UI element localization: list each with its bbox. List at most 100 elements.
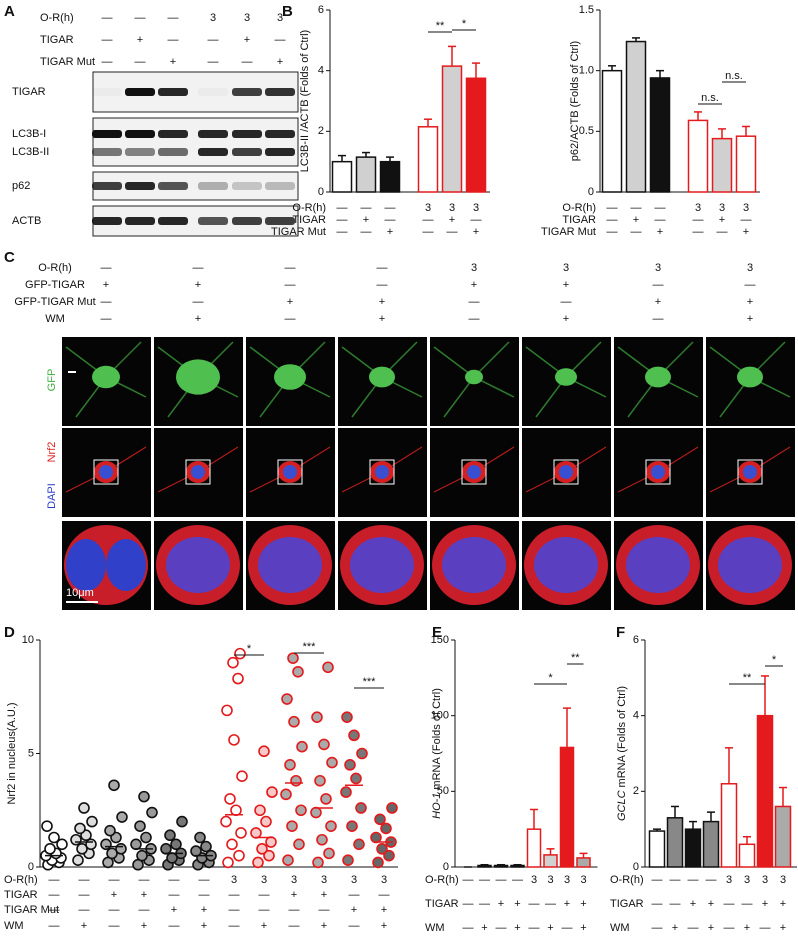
data-point: [318, 738, 330, 751]
nucleus: [651, 465, 665, 479]
condition-cell: +: [111, 889, 117, 901]
bar: [355, 156, 377, 193]
data-point: [340, 786, 352, 798]
condition-cell: +: [514, 922, 520, 934]
condition-cell: +: [743, 226, 749, 238]
data-point: [56, 838, 68, 851]
blot-band: [198, 182, 228, 190]
condition-cell: 3: [471, 262, 477, 274]
condition-cell: —: [208, 56, 219, 68]
nucleus-zoom: [258, 537, 322, 593]
condition-cell: —: [199, 889, 210, 901]
condition-cell: 3: [291, 874, 297, 886]
condition-cell: —: [229, 889, 240, 901]
condition-cell: —: [724, 922, 735, 934]
condition-cell: +: [690, 898, 696, 910]
y-axis-label: Nrf2 in nucleus(A.U.): [6, 702, 18, 804]
condition-cell: —: [337, 214, 348, 226]
blot-band: [125, 130, 155, 138]
condition-cell: —: [79, 874, 90, 886]
condition-cell: —: [168, 34, 179, 46]
bar: [331, 160, 353, 193]
panel-letter: B: [282, 3, 293, 20]
bar: [543, 854, 558, 868]
blot-frame: [92, 117, 299, 167]
data-point: [372, 856, 384, 869]
y-tick-label: 4: [318, 65, 324, 77]
bar: [625, 40, 647, 193]
condition-cell: —: [337, 202, 348, 214]
condition-label: TIGAR Mut: [541, 226, 596, 238]
blot-band: [265, 217, 295, 225]
blot-band: [158, 88, 188, 96]
condition-cell: +: [321, 889, 327, 901]
condition-cell: —: [79, 889, 90, 901]
zoom-box: [93, 459, 119, 485]
condition-cell: +: [291, 889, 297, 901]
bar: [417, 126, 439, 193]
condition-cell: —: [631, 202, 642, 214]
condition-label: O-R(h): [610, 874, 644, 886]
bar: [601, 69, 623, 193]
condition-cell: —: [109, 874, 120, 886]
condition-cell: —: [285, 279, 296, 291]
y-axis-label: HO-1 mRNA (Folds of Ctrl): [431, 688, 443, 819]
y-axis-label: GCLC mRNA (Folds of Ctrl): [616, 686, 628, 821]
y-tick-label: 0: [633, 861, 639, 873]
data-point: [222, 856, 234, 869]
condition-cell: 3: [351, 874, 357, 886]
condition-cell: +: [747, 296, 753, 308]
condition-cell: 3: [719, 202, 725, 214]
condition-cell: —: [289, 904, 300, 916]
condition-cell: +: [672, 922, 678, 934]
condition-cell: 3: [564, 874, 570, 886]
y-tick-label: 2: [318, 125, 324, 137]
condition-cell: +: [657, 226, 663, 238]
data-point: [292, 665, 304, 678]
y-tick-label: 5: [28, 747, 34, 759]
condition-cell: +: [381, 904, 387, 916]
condition-cell: +: [363, 214, 369, 226]
condition-label: TIGAR Mut: [271, 226, 326, 238]
gfp-cell: [737, 366, 763, 388]
y-tick-label: 0: [588, 186, 594, 198]
condition-label: TIGAR Mut: [40, 56, 95, 68]
condition-cell: 3: [747, 262, 753, 274]
condition-cell: +: [473, 226, 479, 238]
data-point: [281, 693, 293, 705]
neurite: [443, 376, 475, 418]
y-axis-label-gene: HO-1: [431, 793, 443, 819]
condition-cell: +: [244, 34, 250, 46]
blot-band: [92, 130, 122, 138]
data-point: [130, 838, 142, 851]
data-point: [146, 806, 158, 819]
significance-label: **: [743, 672, 752, 684]
data-point: [316, 833, 328, 846]
condition-cell: —: [361, 202, 372, 214]
blot-band: [158, 217, 188, 225]
condition-cell: —: [631, 226, 642, 238]
condition-cell: —: [102, 56, 113, 68]
condition-cell: 3: [743, 202, 749, 214]
data-point: [280, 788, 292, 801]
condition-label: O-R(h): [40, 12, 74, 24]
gfp-cell: [92, 365, 120, 389]
condition-cell: —: [607, 226, 618, 238]
condition-cell: —: [199, 874, 210, 886]
condition-cell: —: [377, 279, 388, 291]
data-point: [322, 661, 334, 674]
condition-cell: —: [423, 214, 434, 226]
condition-cell: 3: [231, 874, 237, 886]
gfp-cell: [176, 359, 220, 395]
condition-cell: —: [496, 874, 507, 886]
condition-cell: +: [171, 904, 177, 916]
blot-label: LC3B-II: [12, 146, 49, 158]
condition-cell: +: [449, 214, 455, 226]
condition-cell: 3: [244, 12, 250, 24]
y-tick-label: 0: [443, 861, 449, 873]
blot-band: [232, 88, 262, 96]
nucleus: [191, 465, 205, 479]
scale-label: 10μm: [66, 587, 94, 599]
condition-cell: —: [193, 262, 204, 274]
condition-cell: —: [693, 226, 704, 238]
